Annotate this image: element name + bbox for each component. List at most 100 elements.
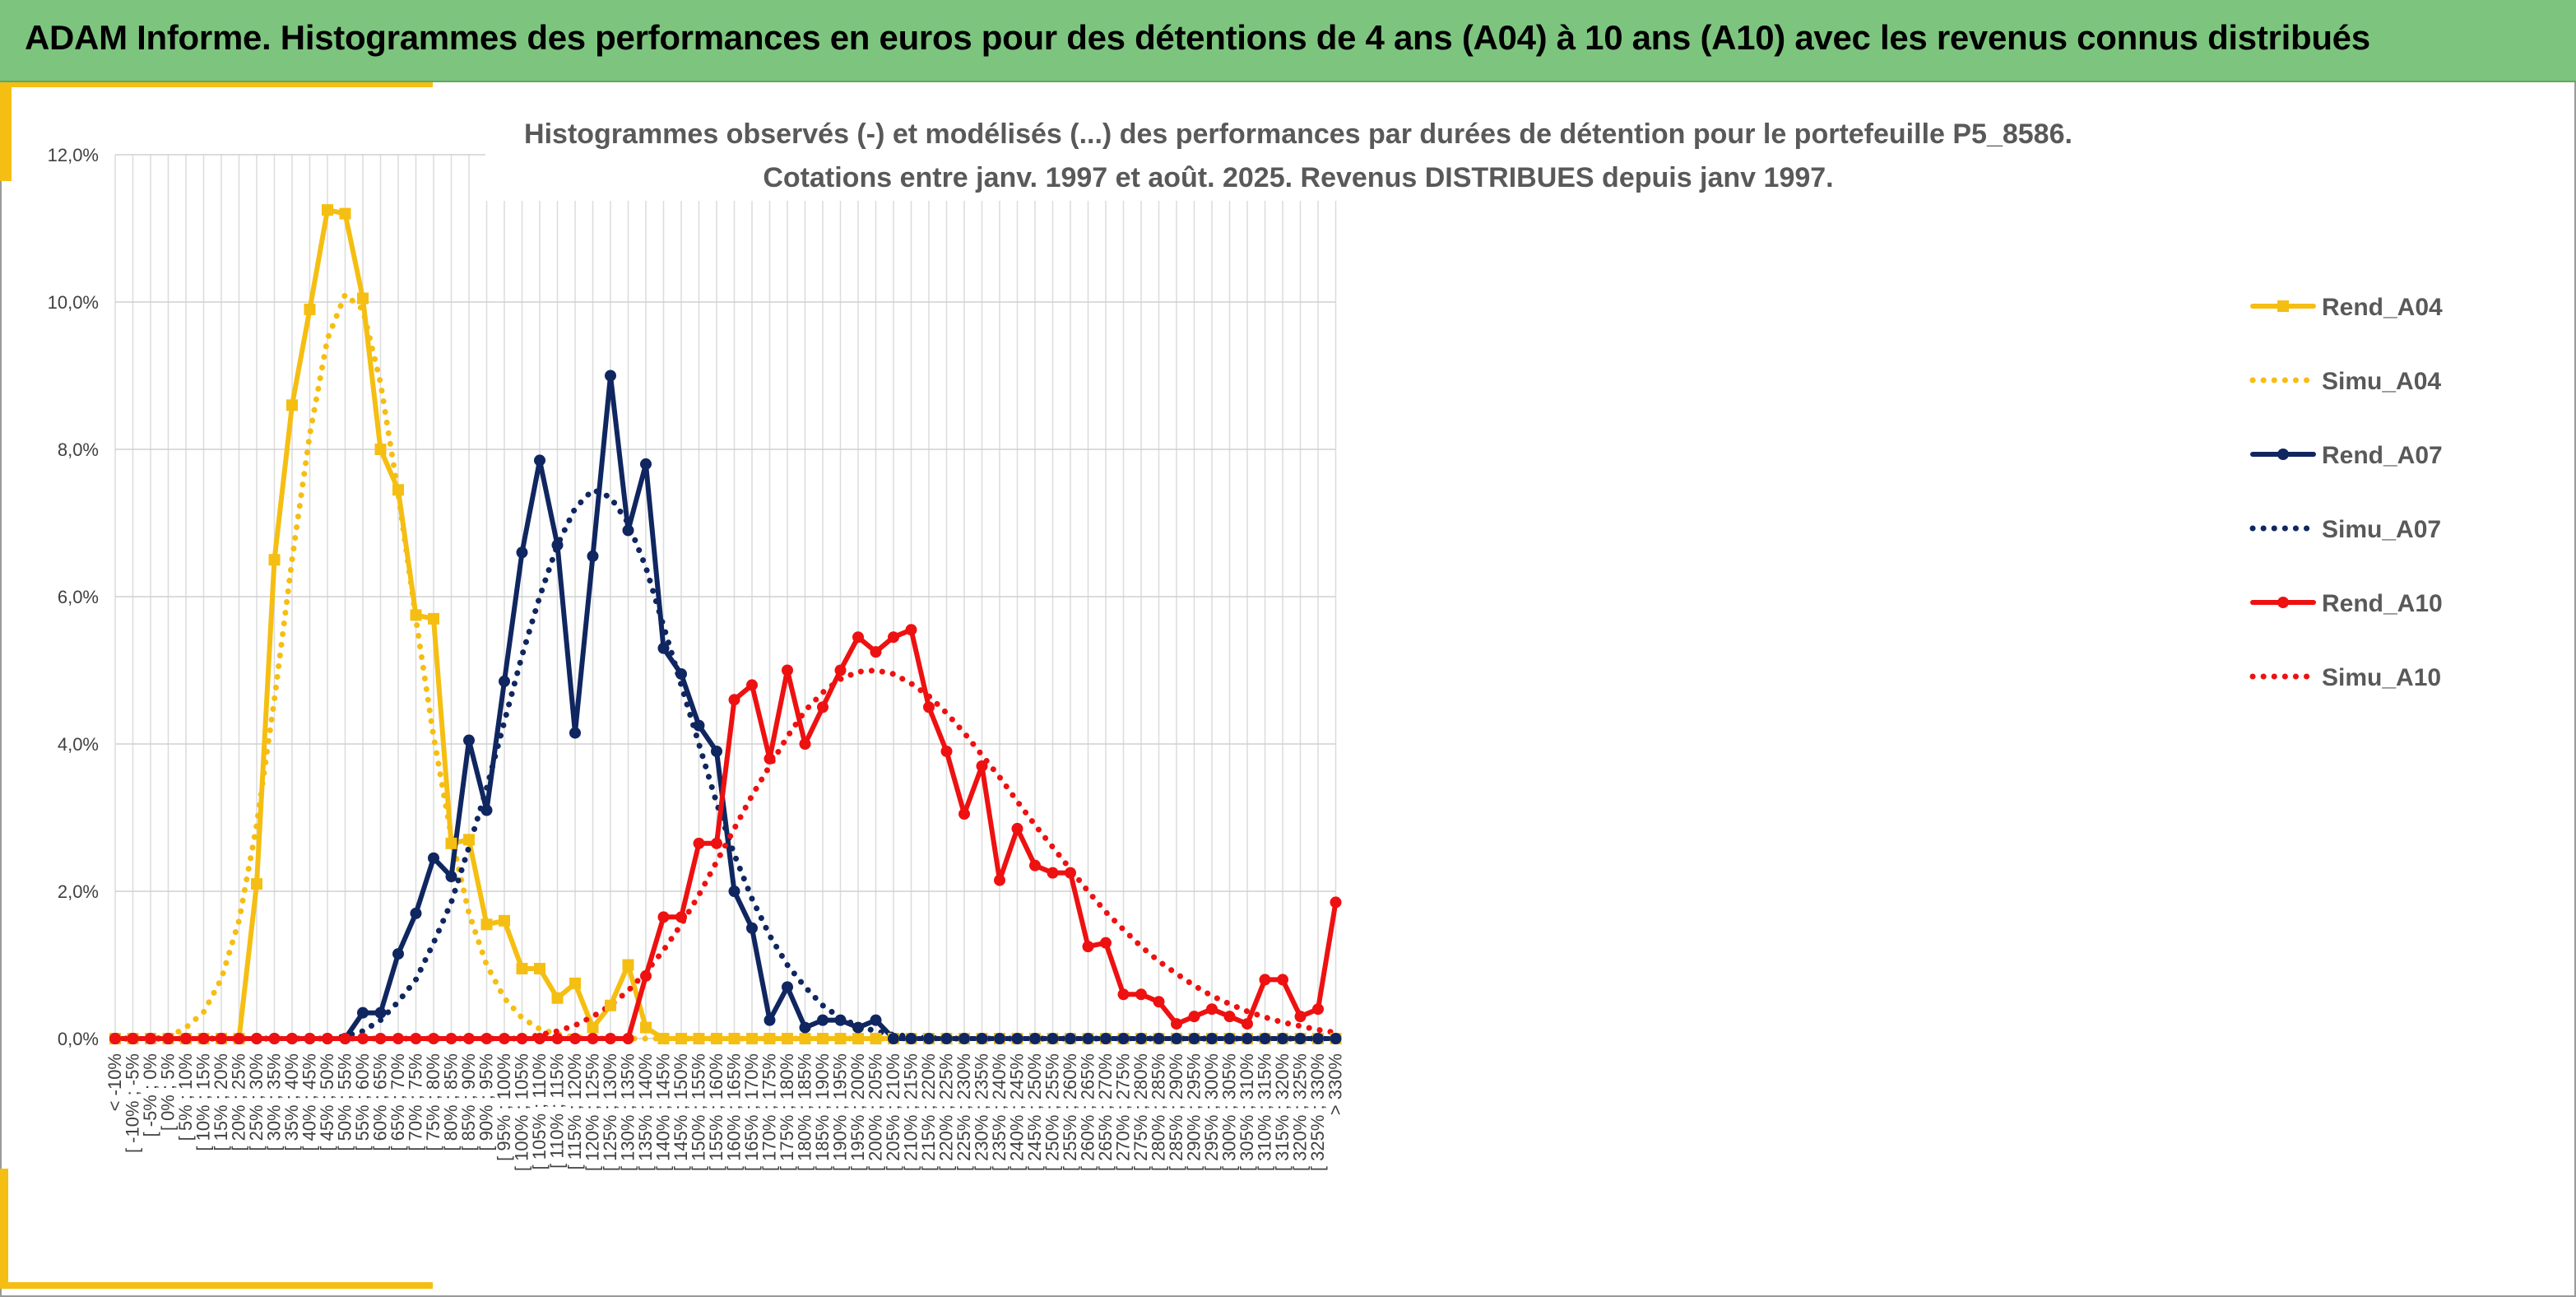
x-tick-label: [ 80% ; 85% [441,1053,462,1151]
data-point-rend-a07 [1029,1033,1041,1044]
x-tick-label: [ 75% ; 80% [423,1053,443,1151]
data-point-rend-a04 [357,292,369,304]
x-tick-label: [ 310% ; 315% [1255,1053,1275,1171]
data-point-rend-a07 [499,675,510,687]
x-tick-label: [ 185% ; 190% [812,1053,833,1171]
y-tick-label: 12,0% [48,145,99,165]
x-tick-label: [ 105% ; 110% [529,1053,550,1169]
x-tick-label: [ 180% ; 185% [795,1053,815,1171]
y-tick-label: 10,0% [48,292,99,313]
data-point-rend-a10 [799,738,811,750]
x-tick-label: [ 165% ; 170% [741,1053,762,1171]
data-point-rend-a10 [1330,896,1342,909]
data-point-rend-a07 [693,719,705,732]
data-point-rend-a04 [817,1033,828,1044]
legend-label: Simu_A04 [2322,368,2441,395]
data-point-rend-a04 [410,609,422,621]
data-point-rend-a10 [587,1033,599,1044]
data-point-rend-a10 [1011,822,1023,834]
data-point-rend-a07 [888,1033,899,1044]
data-point-rend-a04 [693,1033,705,1044]
data-point-rend-a04 [374,444,387,455]
legend-label: Rend_A04 [2322,294,2443,321]
x-tick-label: [ 160% ; 165% [724,1053,745,1171]
data-point-rend-a10 [1065,867,1076,879]
data-point-rend-a10 [870,646,882,658]
legend-background [2236,272,2468,716]
chart-title: Histogrammes observés (-) et modélisés (… [524,119,2072,150]
data-point-rend-a10 [711,837,722,849]
data-point-rend-a10 [286,1033,298,1044]
data-point-rend-a10 [657,911,670,923]
x-tick-label: [ 225% ; 230% [954,1053,974,1171]
data-point-rend-a10 [322,1033,333,1044]
data-point-rend-a10 [1047,867,1059,879]
data-point-rend-a10 [1171,1018,1182,1030]
data-point-rend-a10 [268,1033,281,1044]
data-point-rend-a07 [569,727,581,739]
x-tick-label: [ 45% ; 50% [317,1053,337,1151]
x-tick-label: [ 280% ; 285% [1149,1053,1169,1171]
x-tick-label: [ 70% ; 75% [406,1053,426,1151]
data-point-rend-a07 [711,745,722,757]
data-point-rend-a10 [145,1033,156,1044]
legend: Rend_A04 Simu_A04 Rend_A07 Simu_A07 Rend_A10… [2236,272,2468,716]
accent-bar-top [0,82,433,87]
data-point-rend-a10 [1100,937,1112,949]
x-tick-label: [ 210% ; 215% [901,1053,921,1171]
data-point-rend-a10 [392,1033,404,1044]
x-tick-label: [ 285% ; 290% [1166,1053,1186,1171]
x-tick-label: [ 65% ; 70% [388,1053,408,1151]
x-tick-label: [ 110% ; 115% [547,1053,568,1169]
x-tick-label: [ 265% ; 270% [1095,1053,1116,1171]
x-tick-label: [ -5% ; 0% [140,1053,160,1137]
data-point-rend-a10 [782,664,793,676]
data-point-rend-a07 [1011,1033,1023,1044]
x-tick-label: [ 140% ; 145% [653,1053,674,1171]
data-point-rend-a07 [1294,1033,1307,1044]
x-tick-label: [ 130% ; 135% [618,1053,638,1171]
data-point-rend-a10 [1259,974,1271,986]
x-tick-label: [ 205% ; 210% [883,1053,903,1171]
data-point-rend-a10 [1082,941,1094,953]
data-point-rend-a07 [1047,1033,1059,1044]
data-point-rend-a04 [711,1033,722,1044]
data-point-rend-a10 [834,664,847,676]
accent-bar-left-bottom [0,1169,8,1289]
data-point-rend-a04 [799,1033,811,1044]
data-point-rend-a10 [1242,1018,1253,1030]
data-point-rend-a04 [428,612,439,625]
data-point-rend-a07 [1259,1033,1271,1044]
x-tick-label: [ 200% ; 205% [866,1053,886,1171]
data-point-rend-a10 [675,911,687,923]
data-point-rend-a07 [445,871,457,883]
data-point-rend-a10 [940,745,953,757]
chart-frame [0,82,2576,1297]
x-tick-label: [ 50% ; 55% [335,1053,355,1151]
data-point-rend-a10 [180,1033,192,1044]
data-point-rend-a04 [587,1021,599,1034]
data-point-rend-a10 [1206,1003,1218,1016]
x-tick-label: [ 170% ; 175% [759,1053,780,1171]
data-point-rend-a04 [392,484,404,496]
x-tick-label: [ -10% ; -5% [123,1053,143,1153]
x-tick-label: [ 90% ; 95% [476,1053,497,1151]
data-point-rend-a07 [357,1006,369,1019]
accent-bar-bottom [0,1282,433,1289]
data-point-rend-a07 [940,1033,953,1044]
x-tick-label: [ 150% ; 155% [689,1053,709,1171]
data-point-rend-a10 [304,1033,316,1044]
data-point-rend-a10 [1312,1003,1324,1016]
data-point-rend-a07 [374,1006,387,1019]
x-tick-label: [ 155% ; 160% [706,1053,726,1171]
data-point-rend-a07 [534,454,545,467]
data-point-rend-a10 [463,1033,475,1044]
data-point-rend-a10 [958,808,970,821]
chart-subtitle: Cotations entre janv. 1997 et août. 2025… [763,162,1833,193]
data-point-rend-a07 [657,642,670,654]
x-tick-label: [ 125% ; 130% [600,1053,620,1171]
legend-marker [2277,597,2289,608]
data-point-rend-a07 [852,1021,864,1034]
x-tick-label: [ 120% ; 125% [583,1053,603,1171]
